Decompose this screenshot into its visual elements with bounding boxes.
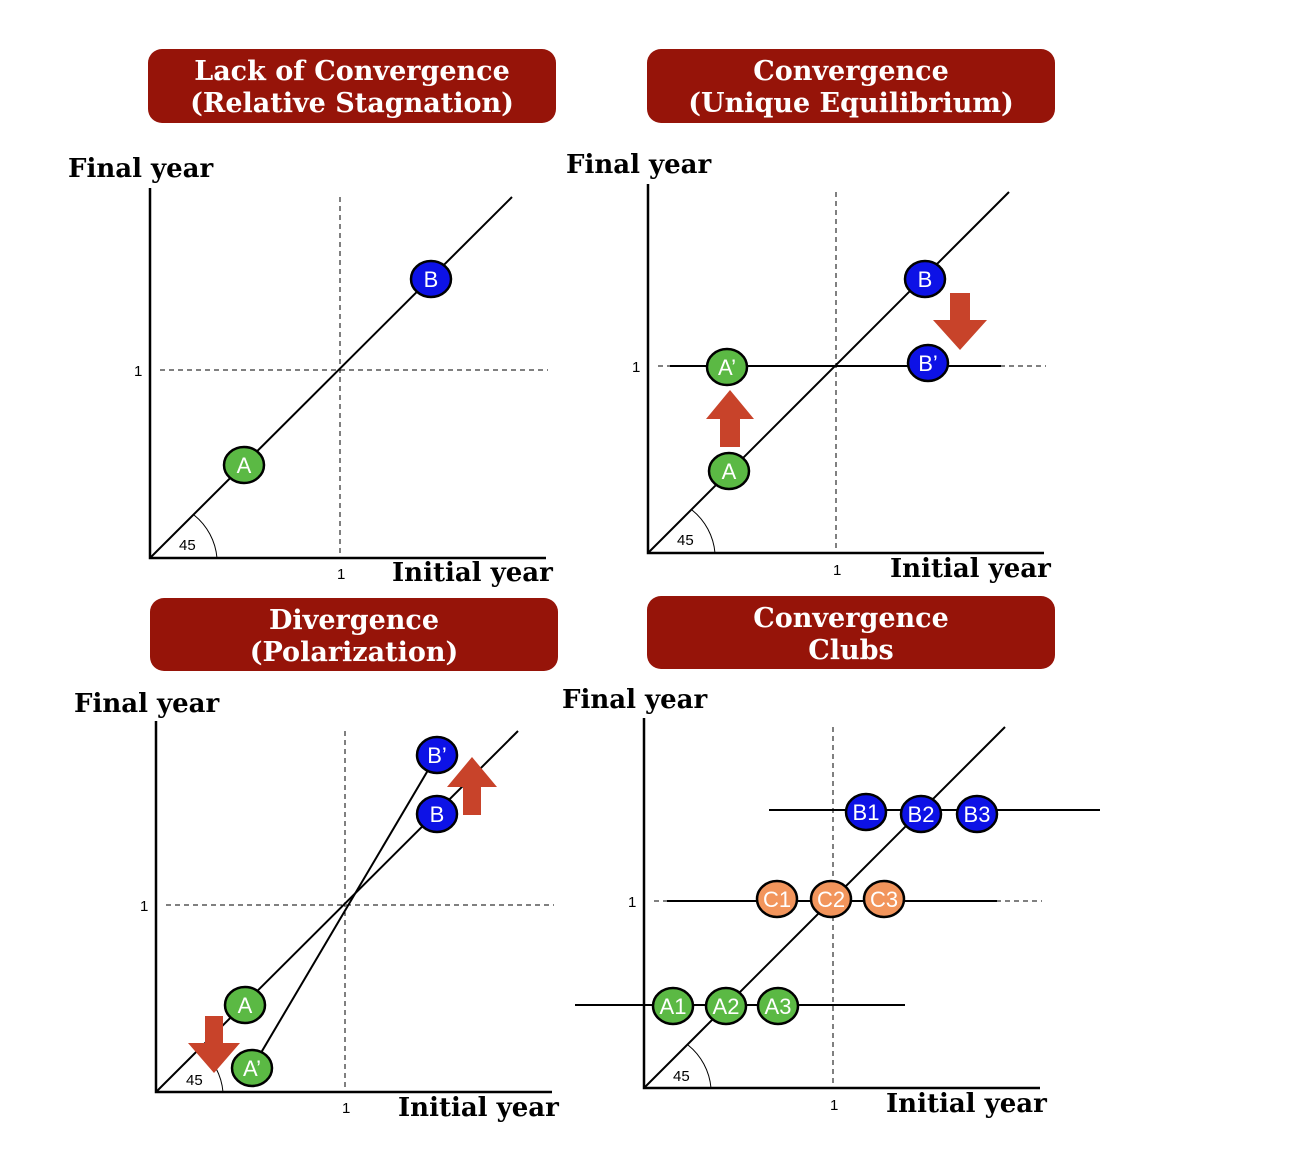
panel-1-x-axis-label: Initial year [392, 558, 553, 588]
panel-2-45-degree-line [647, 191, 1010, 554]
panel-3-angle-label: 45 [186, 1072, 203, 1089]
panel-1-angle-label: 45 [179, 537, 196, 554]
panel-4-angle-label: 45 [673, 1068, 690, 1085]
panel-4-x-axis-label: Initial year [886, 1089, 1047, 1119]
svg-text:C3: C3 [870, 887, 898, 912]
svg-text:A2: A2 [713, 994, 740, 1019]
panel-3-x-axis-label: Initial year [398, 1093, 559, 1123]
svg-text:B: B [430, 802, 445, 827]
panel-1-y-tick: 1 [134, 363, 142, 380]
panel-1-title-banner [148, 49, 556, 123]
svg-text:B’: B’ [918, 351, 938, 376]
panel-1-y-axis-label: Final year [68, 154, 214, 184]
panel-3-node-a: A [223, 985, 267, 1025]
panel-2-title-line2: (Unique Equilibrium) [688, 88, 1014, 119]
svg-text:A1: A1 [660, 994, 687, 1019]
panel-divergence: Divergence (Polarization) Final year Ini… [74, 598, 559, 1123]
panel-3-node-a-prime: A’ [230, 1048, 274, 1088]
panel-2-x-axis-label: Initial year [890, 554, 1051, 584]
panel-3-y-axis-label: Final year [74, 689, 220, 719]
panel-4-node-c1: C1 [755, 879, 799, 919]
svg-text:B’: B’ [427, 743, 447, 768]
panel-4-x-tick: 1 [830, 1097, 838, 1114]
panel-2-angle-label: 45 [677, 532, 694, 549]
panel-3-divergence-line [251, 754, 438, 1069]
panel-lack-of-convergence: Lack of Convergence (Relative Stagnation… [68, 49, 556, 588]
panel-1-x-tick: 1 [337, 566, 345, 583]
panel-1-node-a: A [222, 445, 266, 485]
panel-2-y-tick: 1 [632, 359, 640, 376]
panel-1-45-degree-line [149, 196, 513, 559]
panel-4-y-axis-label: Final year [562, 685, 708, 715]
svg-text:A’: A’ [243, 1056, 261, 1081]
panel-4-node-b1: B1 [844, 792, 888, 832]
panel-3-y-tick: 1 [140, 898, 148, 915]
panel-2-angle-arc [691, 509, 716, 554]
svg-text:A’: A’ [718, 355, 736, 380]
panel-4-y-tick: 1 [628, 894, 636, 911]
panel-4-node-c3: C3 [862, 879, 906, 919]
panel-2-node-b-prime: B’ [906, 343, 950, 383]
panel-unique-equilibrium: Convergence (Unique Equilibrium) Final y… [566, 49, 1055, 584]
panel-2-y-axis-label: Final year [566, 150, 712, 180]
svg-text:B1: B1 [853, 800, 880, 825]
svg-text:B: B [424, 267, 439, 292]
panel-3-down-arrow-icon [188, 1016, 240, 1073]
panel-2-up-arrow-icon [706, 390, 754, 447]
svg-text:C2: C2 [817, 887, 845, 912]
panel-3-title-banner [150, 598, 558, 671]
panel-4-title-line2: Clubs [808, 635, 893, 666]
svg-text:B3: B3 [964, 802, 991, 827]
svg-text:B2: B2 [908, 802, 935, 827]
panel-1-title-line2: (Relative Stagnation) [190, 88, 514, 119]
panel-2-title-line1: Convergence [753, 56, 949, 87]
svg-text:A3: A3 [765, 994, 792, 1019]
panel-4-angle-arc [687, 1044, 712, 1089]
panel-4-node-a3: A3 [756, 986, 800, 1026]
svg-text:C1: C1 [763, 887, 791, 912]
panel-2-title-banner [647, 49, 1055, 123]
svg-text:A: A [722, 459, 737, 484]
panel-4-node-b2: B2 [899, 794, 943, 834]
panel-4-node-b3: B3 [955, 794, 999, 834]
panel-2-node-a: A [707, 451, 751, 491]
panel-2-x-tick: 1 [833, 562, 841, 579]
svg-text:A: A [238, 993, 253, 1018]
svg-text:A: A [237, 453, 252, 478]
panel-4-node-c2: C2 [809, 879, 853, 919]
panel-1-node-b: B [409, 259, 453, 299]
panel-3-title-line1: Divergence [269, 605, 439, 636]
panel-3-x-tick: 1 [342, 1100, 350, 1117]
svg-text:B: B [918, 267, 933, 292]
panel-3-up-arrow-icon [447, 757, 497, 815]
panel-4-node-a2: A2 [704, 986, 748, 1026]
panel-convergence-clubs: Convergence Clubs Final year Initial yea… [562, 596, 1100, 1119]
panel-2-down-arrow-icon [933, 293, 987, 350]
panel-4-title-line1: Convergence [753, 603, 949, 634]
panel-4-node-a1: A1 [651, 986, 695, 1026]
panel-3-node-b: B [415, 794, 459, 834]
panel-3-node-b-prime: B’ [415, 735, 459, 775]
panel-1-title-line1: Lack of Convergence [194, 56, 510, 87]
panel-1-angle-arc [193, 514, 218, 559]
panel-4-title-banner [647, 596, 1055, 669]
panel-2-node-a-prime: A’ [705, 347, 749, 387]
panel-3-title-line2: (Polarization) [250, 637, 459, 668]
panel-2-node-b: B [903, 259, 947, 299]
panel-1-axes [148, 188, 546, 560]
